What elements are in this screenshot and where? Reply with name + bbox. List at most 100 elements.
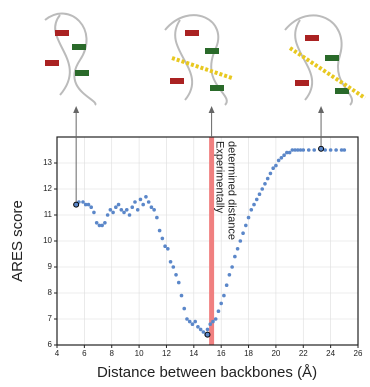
data-point <box>100 224 104 228</box>
data-point <box>161 237 165 241</box>
data-point <box>87 203 91 207</box>
data-point <box>233 255 237 259</box>
data-point <box>125 208 129 212</box>
data-point <box>95 221 99 225</box>
data-point <box>255 198 259 202</box>
data-point <box>214 317 218 321</box>
data-point <box>206 328 210 332</box>
data-point <box>111 211 115 215</box>
data-point <box>188 320 192 324</box>
data-point <box>92 211 96 215</box>
data-point <box>81 200 85 204</box>
data-point <box>239 239 243 243</box>
data-point <box>191 322 195 326</box>
data-point <box>217 309 221 313</box>
y-tick-label: 9 <box>48 262 53 271</box>
data-point <box>196 325 200 329</box>
data-point <box>150 205 154 209</box>
x-tick-label: 18 <box>244 349 253 358</box>
data-point <box>103 221 107 225</box>
structure-image <box>45 14 95 105</box>
highlight-point <box>205 332 210 337</box>
y-tick-label: 13 <box>43 158 52 167</box>
data-point <box>144 195 148 199</box>
x-tick-label: 16 <box>217 349 226 358</box>
data-point <box>109 208 113 212</box>
data-point <box>177 281 181 285</box>
x-tick-label: 4 <box>55 349 60 358</box>
data-point <box>180 294 184 298</box>
data-point <box>247 216 251 220</box>
data-point <box>106 213 110 217</box>
data-point <box>274 164 278 168</box>
data-point <box>133 200 137 204</box>
data-point <box>122 211 126 215</box>
data-point <box>244 224 248 228</box>
data-point <box>301 148 305 152</box>
data-point <box>252 203 256 207</box>
data-point <box>269 172 273 176</box>
x-tick-label: 22 <box>299 349 308 358</box>
x-tick-label: 26 <box>354 349 363 358</box>
y-tick-label: 10 <box>43 236 52 245</box>
data-point <box>136 208 140 212</box>
data-point <box>155 216 159 220</box>
data-point <box>208 322 212 326</box>
y-axis-label: ARES score <box>9 200 26 282</box>
data-point <box>193 320 197 324</box>
data-point <box>158 229 162 233</box>
data-point <box>329 148 333 152</box>
data-point <box>219 302 223 306</box>
data-point <box>277 159 281 163</box>
data-point <box>271 166 275 170</box>
data-point <box>260 187 264 191</box>
structure-image <box>165 15 232 105</box>
annotation: Experimentally <box>214 141 226 214</box>
y-tick-label: 7 <box>48 314 53 323</box>
x-tick-label: 6 <box>82 349 87 358</box>
y-tick-label: 12 <box>43 184 52 193</box>
arrow-head <box>73 106 79 113</box>
data-point <box>185 317 189 321</box>
data-point <box>120 208 124 212</box>
x-tick-label: 24 <box>326 349 335 358</box>
data-point <box>282 153 286 157</box>
structure-image <box>285 15 365 105</box>
x-tick-label: 12 <box>162 349 171 358</box>
annotation: determined distance <box>226 141 238 240</box>
data-point <box>343 148 347 152</box>
y-tick-label: 8 <box>48 288 53 297</box>
data-point <box>211 320 215 324</box>
x-tick-label: 8 <box>110 349 115 358</box>
chart: ARES score Distance between backbones (Å… <box>0 0 370 387</box>
highlight-point <box>74 202 79 207</box>
y-tick-label: 11 <box>44 210 53 219</box>
y-tick-label: 6 <box>48 340 53 349</box>
data-point <box>166 247 170 251</box>
x-tick-label: 14 <box>189 349 198 358</box>
data-point <box>280 156 284 160</box>
x-tick-label: 20 <box>271 349 280 358</box>
data-point <box>334 148 338 152</box>
data-point <box>288 151 292 155</box>
data-point <box>128 213 132 217</box>
data-point <box>199 328 203 332</box>
data-point <box>225 283 229 287</box>
data-point <box>202 330 206 334</box>
data-point <box>258 192 262 196</box>
data-point <box>236 247 240 251</box>
data-point <box>230 265 234 269</box>
data-point <box>266 177 270 181</box>
data-point <box>152 208 156 212</box>
data-point <box>307 148 311 152</box>
data-point <box>169 260 173 264</box>
arrow-head <box>318 106 324 113</box>
data-point <box>312 148 316 152</box>
x-axis-label: Distance between backbones (Å) <box>97 364 317 381</box>
data-point <box>263 182 267 186</box>
data-point <box>241 231 245 235</box>
data-point <box>174 273 178 277</box>
data-point <box>130 205 134 209</box>
data-point <box>228 273 232 277</box>
data-point <box>89 205 93 209</box>
